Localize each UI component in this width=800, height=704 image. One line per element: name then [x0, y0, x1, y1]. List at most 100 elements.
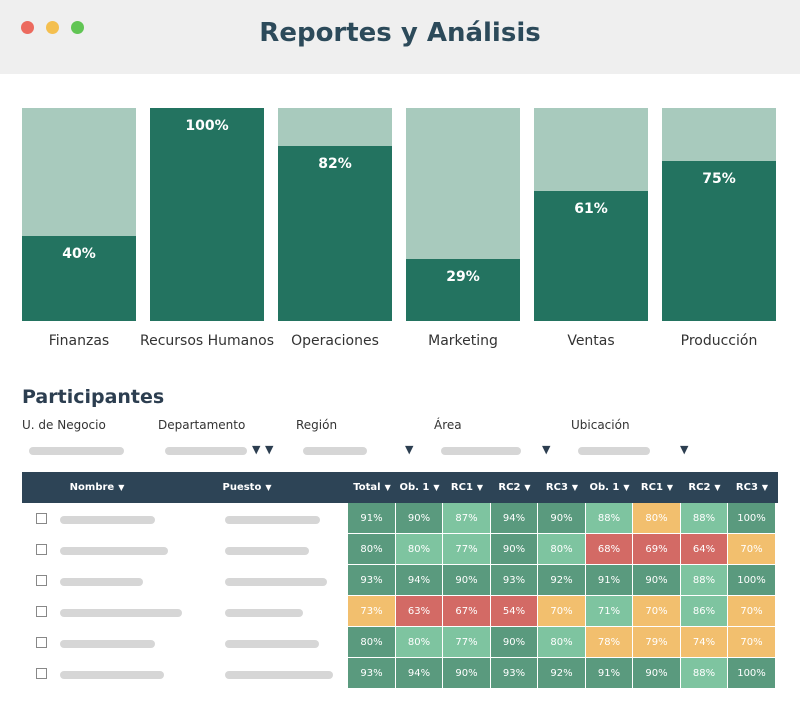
score-cell: 91%: [586, 658, 633, 689]
row-checkbox[interactable]: [36, 575, 47, 586]
score-cell: 88%: [586, 503, 633, 534]
score-cell: 88%: [681, 503, 728, 534]
score-cell: 80%: [633, 503, 681, 534]
filter-label: Área: [434, 418, 462, 432]
score-cell: 70%: [728, 596, 776, 627]
score-cell: 54%: [491, 596, 538, 627]
close-button[interactable]: [21, 21, 34, 34]
chevron-down-icon[interactable]: ▼: [680, 443, 689, 456]
bar-value-label: 29%: [446, 269, 480, 286]
score-cell: 80%: [396, 627, 443, 658]
table-header: Nombre ▼ Puesto ▼ Total ▼ Ob. 1 ▼ RC1 ▼ RC2 ▼ RC3 ▼ Ob…: [22, 472, 778, 503]
score-cell: 70%: [538, 596, 586, 627]
chevron-down-icon[interactable]: ▼: [265, 443, 274, 456]
bar-value-label: 100%: [185, 118, 229, 134]
score-cell: 93%: [491, 658, 538, 689]
bar-category-label: Finanzas: [48, 333, 110, 349]
row-checkbox[interactable]: [36, 637, 47, 648]
column-label: RC2: [688, 482, 711, 493]
chevron-down-icon[interactable]: ▼: [252, 443, 261, 456]
column-header[interactable]: RC2 ▼: [681, 472, 728, 503]
score-cell: 70%: [728, 627, 776, 658]
chevron-down-icon[interactable]: ▼: [542, 443, 551, 456]
column-header[interactable]: Ob. 1 ▼: [396, 472, 443, 503]
column-header[interactable]: RC2 ▼: [491, 472, 538, 503]
bar-value-label: 75%: [702, 171, 736, 188]
column-label: RC1: [640, 482, 663, 493]
row-checkbox[interactable]: [36, 606, 47, 617]
filter-dropdown[interactable]: [303, 447, 367, 455]
score-cell: 70%: [633, 596, 681, 627]
table-row: 80% 80% 77% 90% 80% 78% 79% 74% 70%: [22, 627, 778, 658]
sort-icon[interactable]: ▼: [265, 483, 272, 492]
column-header[interactable]: RC3 ▼: [538, 472, 586, 503]
column-header[interactable]: RC1 ▼: [633, 472, 681, 503]
score-cell: 90%: [633, 658, 681, 689]
score-cell: 88%: [681, 565, 728, 596]
sort-icon[interactable]: ▼: [571, 483, 579, 492]
sort-icon[interactable]: ▼: [118, 483, 125, 492]
filter-label: Región: [296, 418, 338, 432]
bar-background: 29%: [406, 108, 520, 321]
score-cell: 94%: [396, 565, 443, 596]
score-cell: 93%: [491, 565, 538, 596]
score-cell: 88%: [681, 658, 728, 689]
sort-icon[interactable]: ▼: [714, 483, 721, 492]
bar-0: [22, 235, 136, 321]
score-cell: 91%: [348, 503, 396, 534]
score-cell: 100%: [728, 658, 776, 689]
sort-icon[interactable]: ▼: [433, 483, 440, 492]
row-checkbox[interactable]: [36, 513, 47, 524]
score-cell: 80%: [348, 534, 396, 565]
score-cell: 90%: [443, 565, 491, 596]
score-cell: 90%: [538, 503, 586, 534]
minimize-button[interactable]: [46, 21, 59, 34]
score-cell: 90%: [443, 658, 491, 689]
bar-5: [662, 161, 776, 321]
score-cell: 67%: [443, 596, 491, 627]
maximize-button[interactable]: [71, 21, 84, 34]
table-row: 93% 94% 90% 93% 92% 91% 90% 88% 100%: [22, 658, 778, 689]
column-label: Ob. 1: [399, 482, 430, 493]
row-checkbox[interactable]: [36, 668, 47, 679]
filter-dropdown[interactable]: [165, 447, 247, 455]
bar-category-label: Marketing: [428, 333, 498, 349]
sort-icon[interactable]: ▼: [476, 483, 484, 492]
filter-dropdown[interactable]: [29, 447, 124, 455]
bar-category-label: Producción: [680, 333, 758, 349]
sort-icon[interactable]: ▼: [623, 483, 630, 492]
bar-category-label: Recursos Humanos: [140, 333, 274, 349]
column-header[interactable]: Total ▼: [348, 472, 396, 503]
table-row: 80% 80% 77% 90% 80% 68% 69% 64% 70%: [22, 534, 778, 565]
score-cell: 91%: [586, 565, 633, 596]
score-cell: 80%: [396, 534, 443, 565]
score-cell: 79%: [633, 627, 681, 658]
column-header[interactable]: RC1 ▼: [443, 472, 491, 503]
sort-icon[interactable]: ▼: [761, 483, 769, 492]
score-cell: 68%: [586, 534, 633, 565]
column-header[interactable]: Nombre ▼: [52, 472, 142, 503]
score-cell: 92%: [538, 565, 586, 596]
bar-3: [406, 259, 520, 321]
chevron-down-icon[interactable]: ▼: [405, 443, 414, 456]
score-cell: 86%: [681, 596, 728, 627]
column-header[interactable]: RC3 ▼: [728, 472, 776, 503]
filter-dropdown[interactable]: [578, 447, 650, 455]
bar-2: [278, 146, 392, 321]
column-label: RC3: [735, 482, 758, 493]
score-cell: 94%: [396, 658, 443, 689]
sort-icon[interactable]: ▼: [384, 483, 391, 492]
filter-dropdown[interactable]: [441, 447, 521, 455]
column-header[interactable]: Ob. 1 ▼: [586, 472, 633, 503]
bar-1: [150, 108, 264, 321]
row-checkbox[interactable]: [36, 544, 47, 555]
sort-icon[interactable]: ▼: [666, 483, 674, 492]
score-cell: 87%: [443, 503, 491, 534]
page-title: Reportes y Análisis: [259, 18, 541, 48]
column-label: Total: [353, 482, 381, 493]
bar-background: 40%: [22, 108, 136, 321]
column-header[interactable]: Puesto ▼: [217, 472, 277, 503]
bar-value-label: 61%: [574, 201, 608, 218]
sort-icon[interactable]: ▼: [524, 483, 531, 492]
score-cell: 90%: [633, 565, 681, 596]
